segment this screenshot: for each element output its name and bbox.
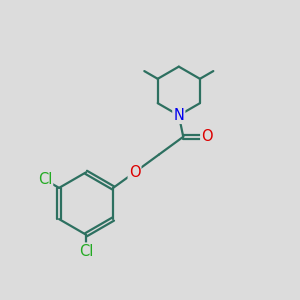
- Text: O: O: [129, 165, 140, 180]
- Text: Cl: Cl: [79, 244, 93, 259]
- Text: O: O: [201, 129, 213, 144]
- Text: N: N: [173, 108, 184, 123]
- Text: Cl: Cl: [38, 172, 52, 187]
